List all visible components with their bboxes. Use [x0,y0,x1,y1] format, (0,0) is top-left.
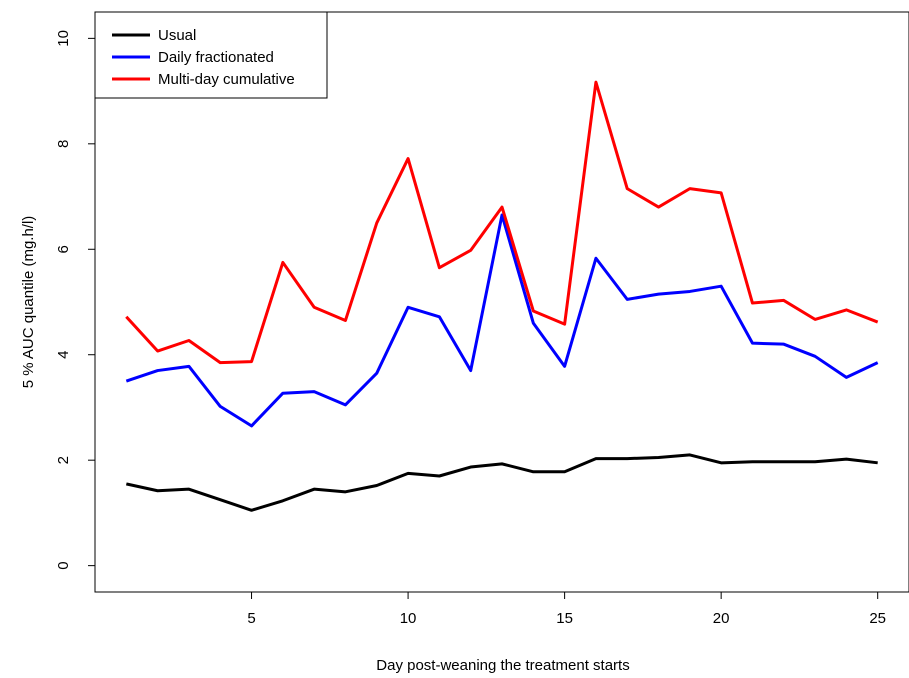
y-axis-title: 5 % AUC quantile (mg.h/l) [20,216,37,389]
legend-label-usual: Usual [158,27,196,44]
x-axis-title: Day post-weaning the treatment starts [376,657,629,674]
x-tick-label: 5 [247,610,255,627]
x-tick-label: 20 [713,610,730,627]
y-tick-label: 0 [55,561,72,569]
series-layer [125,80,879,512]
legend-label-daily-fractionated: Daily fractionated [158,49,274,66]
legend-label-multi-day-cumulative: Multi-day cumulative [158,71,295,88]
x-tick-label: 25 [869,610,886,627]
y-tick-label: 10 [55,30,72,47]
y-tick-label: 8 [55,140,72,148]
legend-box [94,11,328,99]
x-tick-label: 10 [400,610,417,627]
x-axis: 5 10 15 20 25 [247,592,886,627]
y-tick-label: 2 [55,456,72,464]
series-line-daily-fractionated [125,213,879,428]
x-tick-label: 15 [556,610,573,627]
legend: Usual Daily fractionated Multi-day cumul… [94,11,328,99]
plot-frame [94,11,909,593]
y-tick-label: 4 [55,351,72,359]
series-line-multi-day-cumulative [125,80,879,365]
y-tick-label: 6 [55,245,72,253]
y-axis: 0 2 4 6 8 10 [55,30,95,570]
series-line-usual [125,453,878,512]
